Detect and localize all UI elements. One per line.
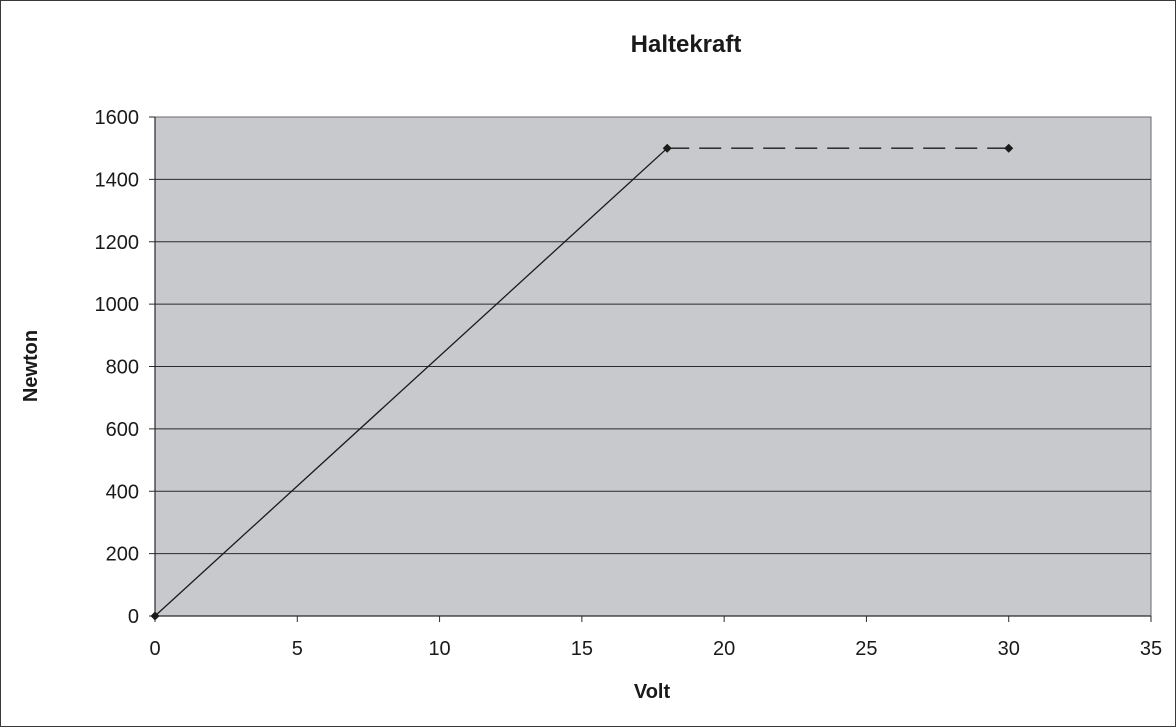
x-tick-label: 25 xyxy=(855,638,877,660)
y-tick-label: 0 xyxy=(128,606,139,628)
y-tick-label: 400 xyxy=(106,481,139,503)
gridlines xyxy=(155,178,1151,555)
chart-title: Haltekraft xyxy=(631,31,742,58)
data-point-marker xyxy=(1004,143,1014,153)
series-line-1 xyxy=(154,147,668,617)
x-tick-label: 15 xyxy=(571,638,593,660)
y-tick-label: 1600 xyxy=(95,107,140,129)
data-point-marker xyxy=(662,143,672,153)
x-tick-label: 10 xyxy=(428,638,450,660)
x-tick-label: 30 xyxy=(998,638,1020,660)
x-tick-label: 0 xyxy=(149,638,160,660)
x-tick-label: 35 xyxy=(1140,638,1162,660)
y-axis-label: Newton xyxy=(20,330,42,402)
y-tick-label: 200 xyxy=(106,544,139,566)
x-tick-label: 5 xyxy=(292,638,303,660)
y-tick-label: 1200 xyxy=(95,232,140,254)
y-tick-label: 800 xyxy=(106,357,139,379)
y-tick-label: 1400 xyxy=(95,169,140,191)
tick-labels: 0 200 400 600 800 1000 1200 1400 1600 0 5 10 15 20 25 3… xyxy=(95,107,1163,660)
y-tick-label: 1000 xyxy=(95,294,140,316)
series-layer xyxy=(154,147,1009,617)
data-point-marker xyxy=(150,611,160,621)
axes xyxy=(149,116,1152,622)
x-tick-label: 20 xyxy=(713,638,735,660)
x-axis-label: Volt xyxy=(634,681,671,703)
y-tick-label: 600 xyxy=(106,419,139,441)
marker-layer xyxy=(150,143,1014,621)
